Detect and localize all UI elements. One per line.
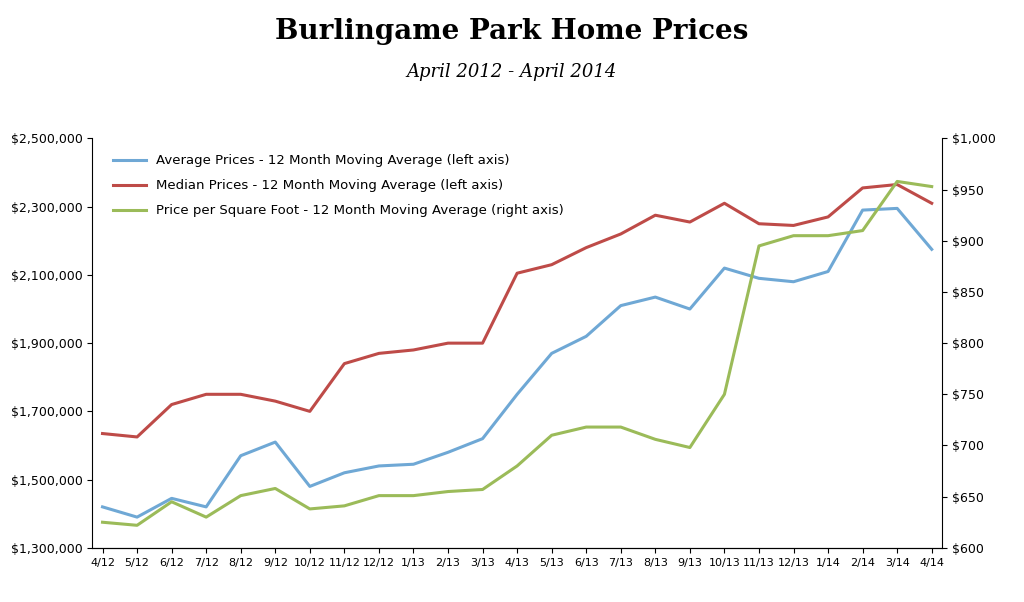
Line: Average Prices - 12 Month Moving Average (left axis): Average Prices - 12 Month Moving Average… (102, 208, 932, 517)
Average Prices - 12 Month Moving Average (left axis) (787, 278, 800, 285)
Price per Square Foot - 12 Month Moving Average (right axis) (580, 423, 592, 430)
Average Prices - 12 Month Moving Average (left axis) (649, 293, 662, 300)
Average Prices - 12 Month Moving Average (left axis) (234, 452, 247, 459)
Line: Price per Square Foot - 12 Month Moving Average (right axis): Price per Square Foot - 12 Month Moving … (102, 181, 932, 526)
Median Prices - 12 Month Moving Average (left axis) (614, 231, 627, 238)
Average Prices - 12 Month Moving Average (left axis) (408, 461, 420, 468)
Median Prices - 12 Month Moving Average (left axis) (269, 397, 282, 405)
Median Prices - 12 Month Moving Average (left axis) (96, 430, 109, 437)
Median Prices - 12 Month Moving Average (left axis) (822, 213, 835, 220)
Price per Square Foot - 12 Month Moving Average (right axis) (856, 227, 868, 234)
Average Prices - 12 Month Moving Average (left axis) (476, 435, 488, 442)
Median Prices - 12 Month Moving Average (left axis) (200, 391, 212, 398)
Average Prices - 12 Month Moving Average (left axis) (511, 391, 523, 398)
Average Prices - 12 Month Moving Average (left axis) (166, 495, 178, 502)
Average Prices - 12 Month Moving Average (left axis) (753, 275, 765, 282)
Median Prices - 12 Month Moving Average (left axis) (131, 433, 143, 441)
Price per Square Foot - 12 Month Moving Average (right axis) (408, 492, 420, 499)
Price per Square Foot - 12 Month Moving Average (right axis) (926, 183, 938, 190)
Price per Square Foot - 12 Month Moving Average (right axis) (546, 432, 558, 439)
Price per Square Foot - 12 Month Moving Average (right axis) (373, 492, 385, 499)
Average Prices - 12 Month Moving Average (left axis) (96, 503, 109, 510)
Price per Square Foot - 12 Month Moving Average (right axis) (511, 462, 523, 470)
Price per Square Foot - 12 Month Moving Average (right axis) (614, 423, 627, 430)
Average Prices - 12 Month Moving Average (left axis) (822, 268, 835, 275)
Median Prices - 12 Month Moving Average (left axis) (787, 222, 800, 229)
Median Prices - 12 Month Moving Average (left axis) (511, 270, 523, 277)
Text: April 2012 - April 2014: April 2012 - April 2014 (407, 63, 617, 81)
Price per Square Foot - 12 Month Moving Average (right axis) (718, 391, 730, 398)
Median Prices - 12 Month Moving Average (left axis) (408, 346, 420, 353)
Median Prices - 12 Month Moving Average (left axis) (753, 220, 765, 228)
Average Prices - 12 Month Moving Average (left axis) (891, 205, 903, 212)
Average Prices - 12 Month Moving Average (left axis) (304, 483, 316, 490)
Median Prices - 12 Month Moving Average (left axis) (580, 244, 592, 251)
Price per Square Foot - 12 Month Moving Average (right axis) (234, 492, 247, 499)
Price per Square Foot - 12 Month Moving Average (right axis) (131, 522, 143, 529)
Average Prices - 12 Month Moving Average (left axis) (200, 503, 212, 510)
Price per Square Foot - 12 Month Moving Average (right axis) (476, 486, 488, 493)
Price per Square Foot - 12 Month Moving Average (right axis) (684, 444, 696, 451)
Median Prices - 12 Month Moving Average (left axis) (926, 200, 938, 207)
Median Prices - 12 Month Moving Average (left axis) (684, 219, 696, 226)
Price per Square Foot - 12 Month Moving Average (right axis) (891, 178, 903, 185)
Average Prices - 12 Month Moving Average (left axis) (580, 333, 592, 340)
Median Prices - 12 Month Moving Average (left axis) (891, 181, 903, 188)
Price per Square Foot - 12 Month Moving Average (right axis) (649, 436, 662, 443)
Price per Square Foot - 12 Month Moving Average (right axis) (753, 242, 765, 249)
Line: Median Prices - 12 Month Moving Average (left axis): Median Prices - 12 Month Moving Average … (102, 184, 932, 437)
Legend: Average Prices - 12 Month Moving Average (left axis), Median Prices - 12 Month M: Average Prices - 12 Month Moving Average… (108, 149, 569, 223)
Price per Square Foot - 12 Month Moving Average (right axis) (338, 502, 350, 509)
Median Prices - 12 Month Moving Average (left axis) (234, 391, 247, 398)
Average Prices - 12 Month Moving Average (left axis) (373, 462, 385, 470)
Price per Square Foot - 12 Month Moving Average (right axis) (822, 232, 835, 239)
Median Prices - 12 Month Moving Average (left axis) (856, 184, 868, 191)
Price per Square Foot - 12 Month Moving Average (right axis) (96, 519, 109, 526)
Average Prices - 12 Month Moving Average (left axis) (614, 302, 627, 309)
Price per Square Foot - 12 Month Moving Average (right axis) (200, 514, 212, 521)
Median Prices - 12 Month Moving Average (left axis) (442, 340, 455, 347)
Average Prices - 12 Month Moving Average (left axis) (718, 264, 730, 272)
Price per Square Foot - 12 Month Moving Average (right axis) (442, 488, 455, 495)
Median Prices - 12 Month Moving Average (left axis) (304, 408, 316, 415)
Average Prices - 12 Month Moving Average (left axis) (131, 514, 143, 521)
Price per Square Foot - 12 Month Moving Average (right axis) (787, 232, 800, 239)
Average Prices - 12 Month Moving Average (left axis) (442, 448, 455, 456)
Average Prices - 12 Month Moving Average (left axis) (856, 206, 868, 214)
Median Prices - 12 Month Moving Average (left axis) (649, 211, 662, 219)
Average Prices - 12 Month Moving Average (left axis) (684, 305, 696, 312)
Average Prices - 12 Month Moving Average (left axis) (269, 438, 282, 445)
Median Prices - 12 Month Moving Average (left axis) (546, 261, 558, 268)
Price per Square Foot - 12 Month Moving Average (right axis) (269, 485, 282, 492)
Average Prices - 12 Month Moving Average (left axis) (546, 350, 558, 357)
Average Prices - 12 Month Moving Average (left axis) (926, 246, 938, 253)
Price per Square Foot - 12 Month Moving Average (right axis) (304, 505, 316, 512)
Median Prices - 12 Month Moving Average (left axis) (166, 401, 178, 408)
Median Prices - 12 Month Moving Average (left axis) (476, 340, 488, 347)
Average Prices - 12 Month Moving Average (left axis) (338, 469, 350, 476)
Median Prices - 12 Month Moving Average (left axis) (338, 360, 350, 367)
Median Prices - 12 Month Moving Average (left axis) (718, 200, 730, 207)
Text: Burlingame Park Home Prices: Burlingame Park Home Prices (275, 18, 749, 45)
Price per Square Foot - 12 Month Moving Average (right axis) (166, 498, 178, 505)
Median Prices - 12 Month Moving Average (left axis) (373, 350, 385, 357)
